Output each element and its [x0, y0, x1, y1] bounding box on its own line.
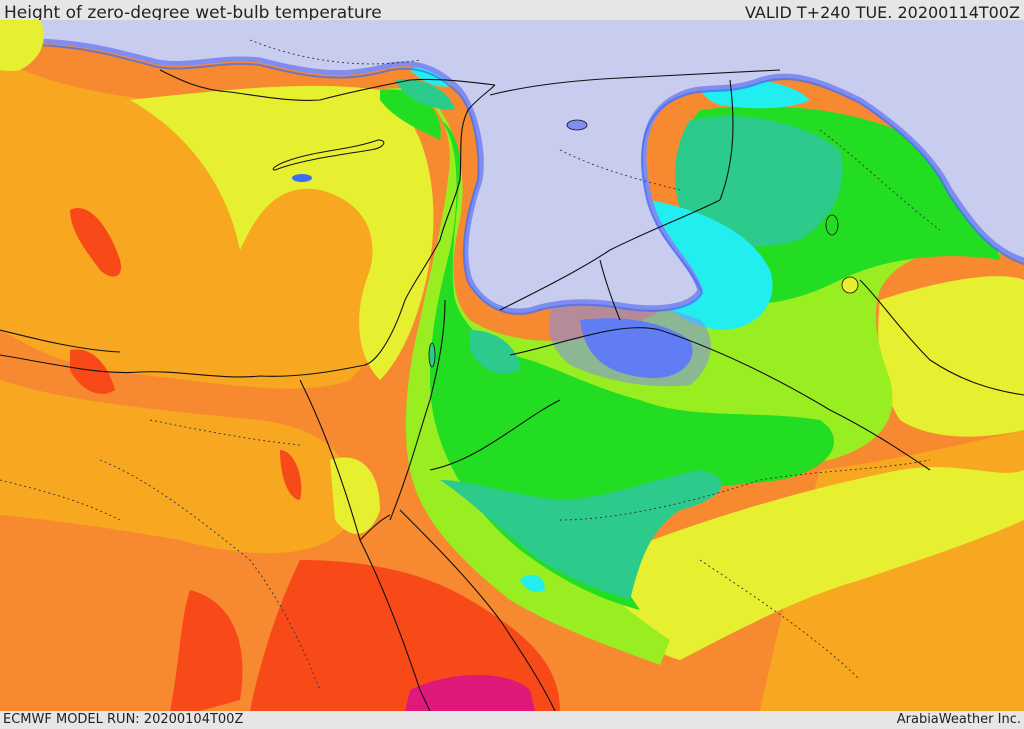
field-yellow-zone [878, 276, 1024, 437]
credit-label: ArabiaWeather Inc. [896, 712, 1021, 727]
field-turquoise-zone [675, 116, 843, 247]
borders [0, 69, 1024, 711]
weather-map[interactable] [0, 20, 1024, 711]
border-iraq-iran [719, 79, 734, 201]
border-jordan-saudi [429, 399, 561, 471]
coastline-red-sea-east [389, 299, 446, 521]
map-title: Height of zero-degree wet-bulb temperatu… [4, 3, 382, 23]
dead-sea [428, 342, 436, 368]
coastline-north-africa [0, 299, 406, 378]
field-blue-zone [548, 298, 711, 387]
field-yellow-zone [130, 85, 434, 381]
border-egypt-libya [0, 329, 121, 353]
header-bar: Height of zero-degree wet-bulb temperatu… [0, 0, 1024, 23]
cyprus-island [272, 139, 385, 171]
coastline-arabia-west [399, 509, 556, 711]
coastline-turkey-south [159, 69, 496, 101]
coastline-sinai [299, 379, 391, 542]
border-turkey-syria [489, 69, 781, 96]
field-green-zone [430, 120, 835, 610]
field-turquoise-zone [440, 470, 722, 600]
field-red-orange-zone [250, 560, 560, 711]
cyprus-highland [292, 174, 312, 182]
field-red-orange-zone [280, 450, 302, 500]
dotted-borders [0, 39, 941, 691]
lake-milh [841, 276, 859, 294]
border-syria-iraq [499, 199, 721, 311]
lake-assad [566, 119, 588, 131]
coastline-red-sea-west [359, 539, 431, 711]
field-yellow-zone [600, 467, 1024, 660]
field-red-orange-zone [70, 349, 115, 394]
field-yellow-zone [0, 20, 44, 71]
field-lavender-zone [0, 20, 1024, 311]
field-turquoise-zone [395, 79, 455, 110]
field-cyan-zone [520, 574, 545, 592]
field-red-orange-zone [70, 208, 121, 277]
field-blue-fringe [0, 43, 1024, 315]
border-saudi-iraq [509, 327, 931, 471]
field-blue-fringe [0, 37, 1024, 314]
field-turquoise-zone [470, 330, 520, 374]
field-magenta-zone [405, 675, 535, 711]
valid-time-label: VALID T+240 TUE. 20200114T00Z [744, 3, 1020, 22]
model-run-label: ECMWF MODEL RUN: 20200104T00Z [3, 712, 244, 727]
field-orange-zone [0, 380, 352, 554]
field-red-orange-zone [170, 590, 243, 711]
persian-gulf-coast [859, 279, 1024, 396]
field-yellow-zone [330, 457, 380, 534]
coastline-levant [404, 84, 496, 301]
footer-bar: ECMWF MODEL RUN: 20200104T00Z ArabiaWeat… [0, 711, 1024, 729]
border-iraq-syria-north [599, 259, 621, 321]
lake-tharthar [825, 214, 839, 236]
